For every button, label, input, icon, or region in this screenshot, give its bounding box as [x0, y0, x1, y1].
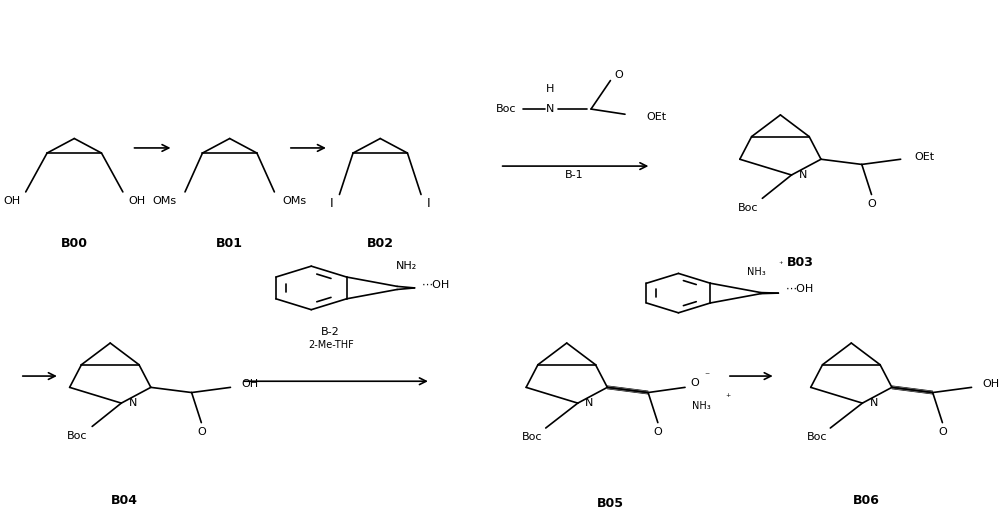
Text: N: N [546, 104, 554, 114]
Text: O: O [867, 199, 876, 209]
Text: B06: B06 [852, 494, 879, 507]
Text: B01: B01 [216, 237, 243, 250]
Text: N: N [129, 398, 137, 408]
Text: OEt: OEt [646, 112, 666, 122]
Text: O: O [615, 70, 624, 80]
Text: I: I [427, 198, 431, 210]
Text: N: N [585, 398, 594, 408]
Text: O: O [938, 427, 947, 437]
Text: Boc: Boc [522, 432, 542, 442]
Text: O: O [197, 427, 206, 437]
Text: OH: OH [4, 196, 21, 206]
Text: OH: OH [241, 379, 258, 389]
Text: OH: OH [982, 379, 1000, 389]
Text: OMs: OMs [283, 196, 307, 206]
Text: B02: B02 [367, 237, 394, 250]
Text: B-1: B-1 [565, 170, 584, 180]
Text: OMs: OMs [153, 196, 177, 206]
Text: NH₃: NH₃ [692, 400, 711, 410]
Text: B05: B05 [597, 497, 624, 509]
Text: B00: B00 [61, 237, 88, 250]
Text: O: O [690, 378, 699, 388]
Text: Boc: Boc [738, 203, 758, 213]
Text: B04: B04 [111, 494, 138, 507]
Text: ⋯OH: ⋯OH [422, 280, 450, 290]
Text: ⁻: ⁻ [705, 371, 710, 381]
Text: Boc: Boc [496, 104, 516, 114]
Text: NH₂: NH₂ [396, 260, 417, 270]
Text: B03: B03 [786, 256, 813, 268]
Text: NH₃: NH₃ [747, 267, 765, 277]
Text: 2-Me-THF: 2-Me-THF [308, 340, 354, 350]
Text: H: H [546, 84, 554, 94]
Text: OH: OH [128, 196, 145, 206]
Text: B-2: B-2 [321, 327, 340, 337]
Text: OEt: OEt [915, 151, 935, 161]
Text: Boc: Boc [67, 431, 88, 441]
Text: ⁺: ⁺ [725, 392, 730, 403]
Text: N: N [799, 170, 807, 180]
Text: ⋯OH: ⋯OH [786, 285, 814, 294]
Text: N: N [870, 398, 878, 408]
Text: I: I [330, 198, 333, 210]
Text: ⁺: ⁺ [778, 259, 783, 269]
Text: O: O [653, 427, 662, 437]
Text: Boc: Boc [806, 432, 827, 442]
